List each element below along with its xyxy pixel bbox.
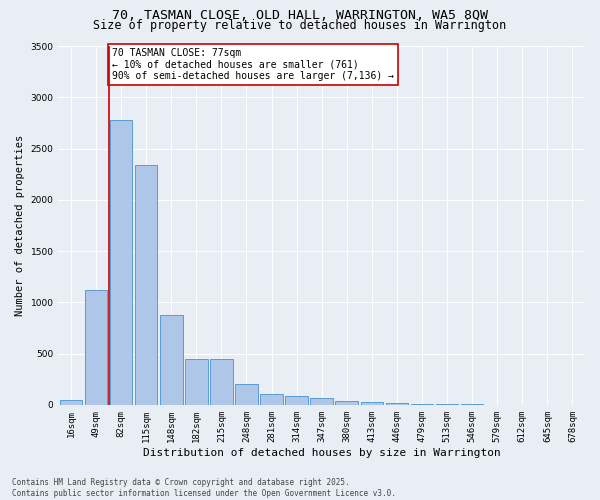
Bar (235, 384, 258, 405)
Bar (286, 396, 308, 405)
Y-axis label: Number of detached properties: Number of detached properties (15, 135, 25, 316)
X-axis label: Distribution of detached houses by size in Warrington: Distribution of detached houses by size … (143, 448, 500, 458)
Bar (386, 403, 408, 405)
Bar (335, 400, 358, 405)
Text: Size of property relative to detached houses in Warrington: Size of property relative to detached ho… (94, 19, 506, 32)
Text: Contains HM Land Registry data © Crown copyright and database right 2025.
Contai: Contains HM Land Registry data © Crown c… (12, 478, 396, 498)
Bar (260, 394, 283, 405)
Bar (210, 358, 233, 405)
Bar (185, 358, 208, 405)
Bar (135, 165, 157, 405)
Bar (59, 400, 82, 405)
Bar (310, 398, 333, 405)
Text: 70 TASMAN CLOSE: 77sqm
← 10% of detached houses are smaller (761)
90% of semi-de: 70 TASMAN CLOSE: 77sqm ← 10% of detached… (112, 48, 394, 82)
Bar (85, 290, 107, 405)
Bar (436, 404, 458, 405)
Bar (110, 120, 133, 405)
Bar (160, 314, 182, 405)
Bar (411, 404, 433, 405)
Bar (461, 404, 484, 405)
Bar (361, 402, 383, 405)
Text: 70, TASMAN CLOSE, OLD HALL, WARRINGTON, WA5 8QW: 70, TASMAN CLOSE, OLD HALL, WARRINGTON, … (112, 9, 488, 22)
